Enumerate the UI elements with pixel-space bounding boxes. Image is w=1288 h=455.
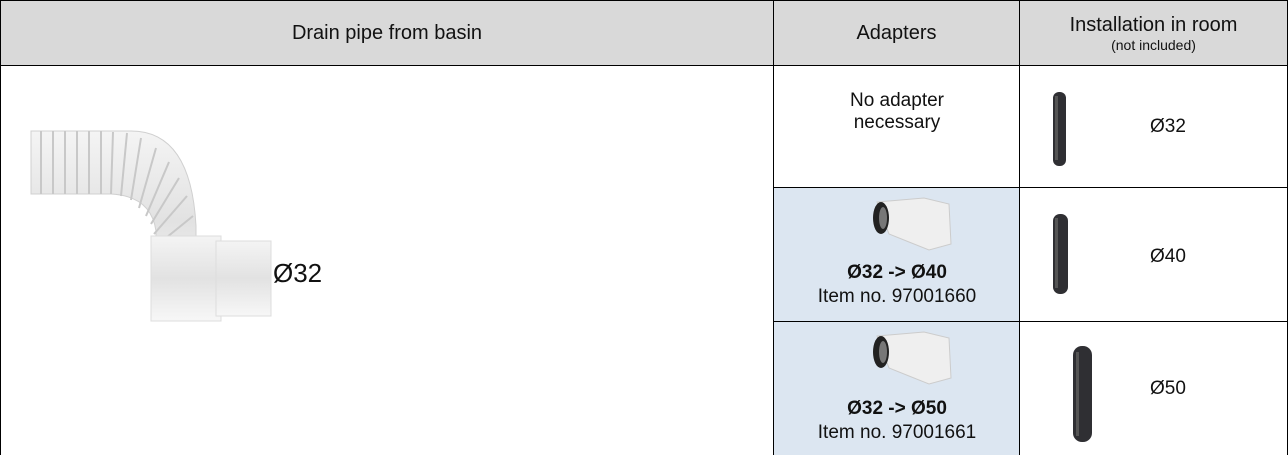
- fitting-image: [873, 197, 952, 251]
- adapter-text: Ø32 -> Ø40: [847, 262, 947, 283]
- seal-image: [1053, 92, 1066, 166]
- adapter-text: Ø32 -> Ø50: [847, 398, 947, 419]
- seal-image: [1073, 346, 1092, 442]
- pipe-image: [30, 130, 272, 322]
- fitting-image: [873, 331, 952, 385]
- header-cell: Drain pipe from basin: [0, 0, 773, 66]
- installation-cell: Ø50: [1019, 321, 1288, 455]
- header-cell: Installation in room (not included): [1019, 0, 1288, 66]
- item-number: Item no. 97001661: [817, 422, 977, 443]
- header-note: (not included): [1111, 36, 1196, 53]
- installation-text: Ø40: [1150, 246, 1186, 267]
- pipe-cell: Ø32: [0, 65, 773, 455]
- header-cell: Adapters: [773, 0, 1019, 66]
- header-text: Installation in room: [1069, 13, 1238, 36]
- installation-cell: Ø40: [1019, 187, 1288, 322]
- pipe-label: Ø32: [273, 258, 323, 288]
- adapter-text: No adapter necessary: [849, 90, 944, 133]
- adapter-cell: Ø32 -> Ø40 Item no. 97001660: [773, 187, 1019, 322]
- header-text: Drain pipe from basin: [291, 21, 483, 44]
- seal-image: [1053, 214, 1068, 294]
- adapter-cell: Ø32 -> Ø50 Item no. 97001661: [773, 321, 1019, 455]
- adapter-cell: No adapter necessary: [773, 65, 1019, 188]
- header-text: Adapters: [856, 21, 937, 44]
- installation-text: Ø32: [1150, 116, 1186, 137]
- installation-text: Ø50: [1150, 378, 1186, 399]
- installation-cell: Ø32: [1019, 65, 1288, 188]
- item-number: Item no. 97001660: [817, 286, 977, 307]
